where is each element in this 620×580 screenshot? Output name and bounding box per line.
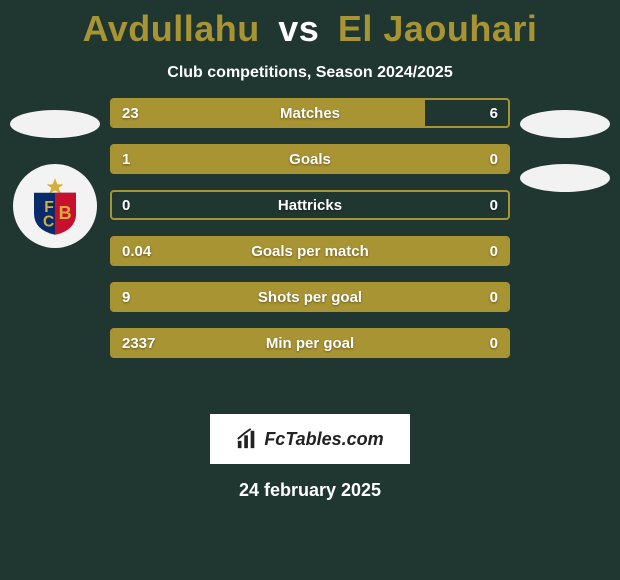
- player-left-photo-placeholder: [10, 110, 100, 138]
- player-right-name: El Jaouhari: [338, 8, 538, 49]
- stat-value-right: 6: [490, 100, 498, 126]
- season-subtitle: Club competitions, Season 2024/2025: [0, 64, 620, 82]
- left-side-column: F C B: [10, 110, 100, 248]
- stat-value-right: 0: [490, 146, 498, 172]
- watermark-text: FcTables.com: [264, 429, 383, 450]
- svg-text:B: B: [59, 203, 72, 223]
- stat-label: Goals: [112, 146, 508, 172]
- club-badge-left: F C B: [13, 164, 97, 248]
- stat-label: Hattricks: [112, 192, 508, 218]
- stat-label: Matches: [112, 100, 508, 126]
- snapshot-date: 24 february 2025: [0, 480, 620, 501]
- chart-icon: [236, 428, 258, 450]
- vs-separator: vs: [278, 8, 319, 49]
- fctables-watermark: FcTables.com: [210, 414, 410, 464]
- comparison-title: Avdullahu vs El Jaouhari: [0, 0, 620, 50]
- stat-label: Min per goal: [112, 330, 508, 356]
- stat-row-min-per-goal: 2337Min per goal0: [110, 328, 510, 358]
- stat-row-goals: 1Goals0: [110, 144, 510, 174]
- club-badge-right-placeholder: [520, 164, 610, 192]
- svg-text:C: C: [43, 213, 54, 230]
- stat-value-right: 0: [490, 284, 498, 310]
- stat-label: Goals per match: [112, 238, 508, 264]
- stat-row-matches: 23Matches6: [110, 98, 510, 128]
- stat-row-goals-per-match: 0.04Goals per match0: [110, 236, 510, 266]
- player-right-photo-placeholder: [520, 110, 610, 138]
- stat-value-right: 0: [490, 330, 498, 356]
- stat-value-right: 0: [490, 192, 498, 218]
- fcb-shield-icon: F C B: [25, 176, 85, 236]
- player-left-name: Avdullahu: [83, 8, 260, 49]
- stat-bars-container: 23Matches61Goals00Hattricks00.04Goals pe…: [110, 98, 510, 374]
- stat-value-right: 0: [490, 238, 498, 264]
- stat-row-shots-per-goal: 9Shots per goal0: [110, 282, 510, 312]
- right-side-column: [520, 110, 610, 218]
- stat-row-hattricks: 0Hattricks0: [110, 190, 510, 220]
- stat-label: Shots per goal: [112, 284, 508, 310]
- comparison-stage: F C B 23Matches61Goals00Hattricks00.04Go…: [0, 110, 620, 410]
